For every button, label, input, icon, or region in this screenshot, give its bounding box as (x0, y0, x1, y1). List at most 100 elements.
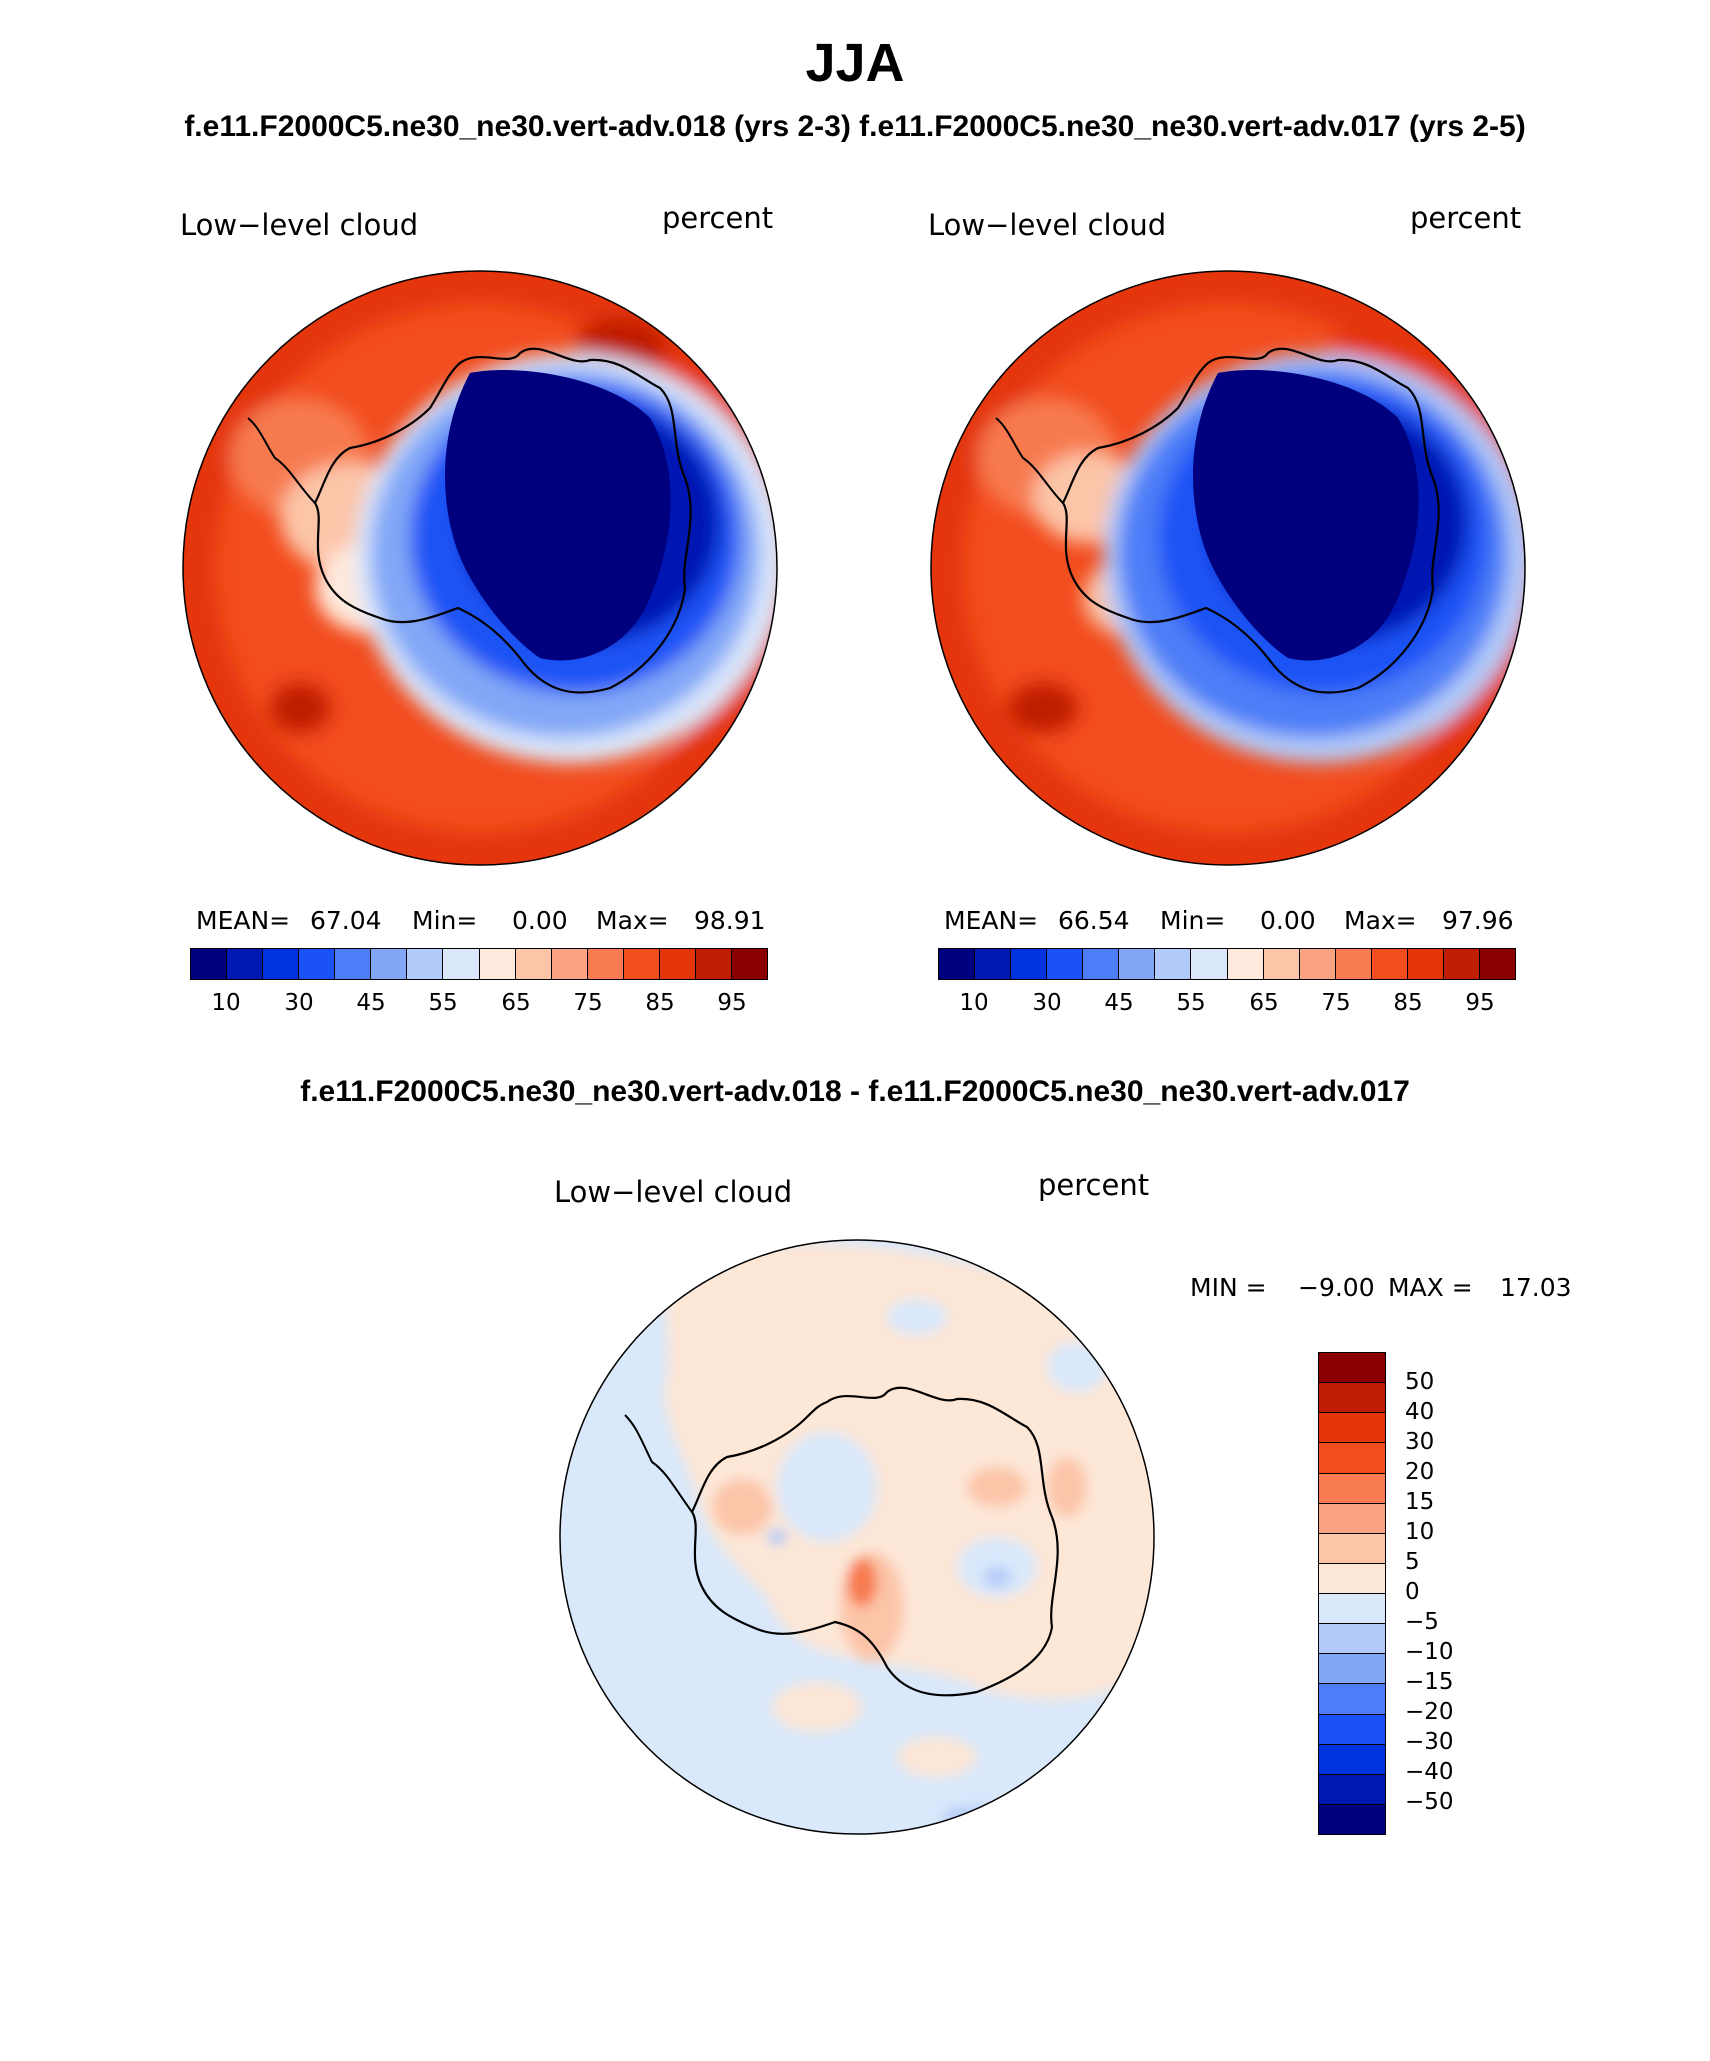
diff-pos-patch-ocean (897, 1737, 977, 1777)
panel2-colorbar-tick: 85 (1393, 990, 1423, 1016)
panel3-max-label: MAX = (1388, 1273, 1473, 1302)
colorbar-box (1263, 949, 1300, 979)
panel3-colorbar-tick: −30 (1405, 1729, 1454, 1755)
panel2-colorbar-tick: 75 (1321, 990, 1351, 1016)
colorbar-box (443, 949, 480, 979)
panel3-colorbar-tick: 15 (1405, 1489, 1435, 1515)
panel3-min-label: MIN = (1190, 1273, 1267, 1302)
colorbar-box (1319, 1503, 1385, 1534)
panel3-colorbar-tick: −5 (1405, 1609, 1439, 1635)
panel3-colorbar-tick: 30 (1405, 1429, 1435, 1455)
cloud-max-sw (270, 683, 330, 733)
panel3-colorbar-tick: 50 (1405, 1369, 1435, 1395)
panel2-colorbar-tick: 65 (1249, 990, 1279, 1016)
colorbar-box (939, 949, 976, 979)
panel3-colorbar-tick: 0 (1405, 1579, 1420, 1605)
colorbar-box (1319, 1684, 1385, 1715)
cloud-max-sw (1008, 683, 1078, 733)
diff-neg-small-2 (767, 1529, 787, 1545)
antarctic-interior (1193, 370, 1419, 661)
panel1-min-value: 0.00 (512, 906, 568, 935)
panel1-colorbar-tick: 75 (573, 990, 603, 1016)
colorbar-box (975, 949, 1012, 979)
diff-pos-patch-peninsula (712, 1479, 772, 1535)
panel2-variable-label: Low−level cloud (928, 208, 1167, 242)
panel3-colorbar-tick: 10 (1405, 1519, 1435, 1545)
panel2-map (930, 270, 1526, 866)
colorbar-box (1319, 1533, 1385, 1564)
panel1-mean-label: MEAN= (196, 906, 291, 935)
panel3-colorbar-tick: 5 (1405, 1549, 1420, 1575)
panel3-colorbar-tick: −10 (1405, 1639, 1454, 1665)
diff-pos-max (847, 1557, 877, 1607)
map-boundary (930, 270, 1526, 866)
colorbar-box (299, 949, 336, 979)
colorbar-box (1319, 1413, 1385, 1444)
diff-pos-patch-sw (772, 1682, 862, 1732)
panel2-min-label: Min= (1160, 906, 1226, 935)
colorbar-box (1479, 949, 1515, 979)
colorbar-box (1443, 949, 1480, 979)
colorbar-box (1155, 949, 1192, 979)
figure-title: JJA (805, 33, 905, 93)
panel2-mean-value: 66.54 (1058, 906, 1130, 935)
colorbar-box (1319, 1473, 1385, 1504)
panel1-max-label: Max= (596, 906, 669, 935)
panel3-colorbar-tick: 20 (1405, 1459, 1435, 1485)
diff-neg-patch-north (887, 1299, 947, 1335)
panel1-colorbar-tick: 30 (284, 990, 314, 1016)
antarctic-peninsula-coast (624, 1414, 693, 1513)
colorbar-box (659, 949, 696, 979)
difference-title: f.e11.F2000C5.ne30_ne30.vert-adv.018 - f… (300, 1075, 1410, 1108)
diff-neg-small-1 (942, 1807, 1012, 1827)
panel2-colorbar-tick: 30 (1032, 990, 1062, 1016)
colorbar-box (479, 949, 516, 979)
panel1-variable-label: Low−level cloud (180, 208, 419, 242)
colorbar-box (263, 949, 300, 979)
diff-neg-small-3 (983, 1567, 1011, 1587)
antarctic-peninsula-coast (995, 417, 1064, 504)
panel1-colorbar-tick: 95 (717, 990, 747, 1016)
panel3-units-label: percent (1038, 1168, 1150, 1202)
colorbar-box (1319, 1443, 1385, 1474)
colorbar-box (407, 949, 444, 979)
panel2-colorbar-tick: 95 (1465, 990, 1495, 1016)
antarctic-coastline (1061, 347, 1440, 694)
panel2-colorbar (938, 948, 1516, 980)
colorbar-box (623, 949, 660, 979)
antarctic-interior (445, 370, 671, 661)
panel3-map (559, 1239, 1155, 1835)
colorbar-box (1407, 949, 1444, 979)
colorbar-box (1371, 949, 1408, 979)
map-boundary (182, 270, 778, 866)
antarctic-coastline (690, 1386, 1059, 1697)
colorbar-box (1319, 1383, 1385, 1414)
colorbar-box (731, 949, 767, 979)
colorbar-box (515, 949, 552, 979)
panel1-map (182, 270, 778, 866)
panel1-colorbar-tick: 10 (211, 990, 241, 1016)
panel2-colorbar-tick: 10 (959, 990, 989, 1016)
panel1-min-label: Min= (412, 906, 478, 935)
colorbar-box (1319, 1774, 1385, 1805)
panel3-min-value: −9.00 (1298, 1273, 1375, 1302)
panel2-units-label: percent (1410, 201, 1522, 235)
panel2-max-label: Max= (1344, 906, 1417, 935)
panel1-colorbar-tick: 85 (645, 990, 675, 1016)
colorbar-box (695, 949, 732, 979)
colorbar-box (1319, 1563, 1385, 1594)
colorbar-box (1319, 1714, 1385, 1745)
colorbar-box (1319, 1624, 1385, 1655)
diff-neg-patch-ne (1047, 1342, 1107, 1392)
panel2-colorbar-tick: 45 (1104, 990, 1134, 1016)
colorbar-box (1083, 949, 1120, 979)
colorbar-box (1319, 1353, 1385, 1384)
map-boundary (559, 1239, 1155, 1835)
antarctic-coastline (313, 347, 692, 694)
figure-subtitle: f.e11.F2000C5.ne30_ne30.vert-adv.018 (yr… (184, 110, 1526, 143)
colorbar-box (587, 949, 624, 979)
panel3-variable-label: Low−level cloud (554, 1175, 793, 1209)
antarctic-peninsula-coast (247, 417, 316, 504)
colorbar-box (1319, 1594, 1385, 1625)
colorbar-box (1319, 1654, 1385, 1685)
